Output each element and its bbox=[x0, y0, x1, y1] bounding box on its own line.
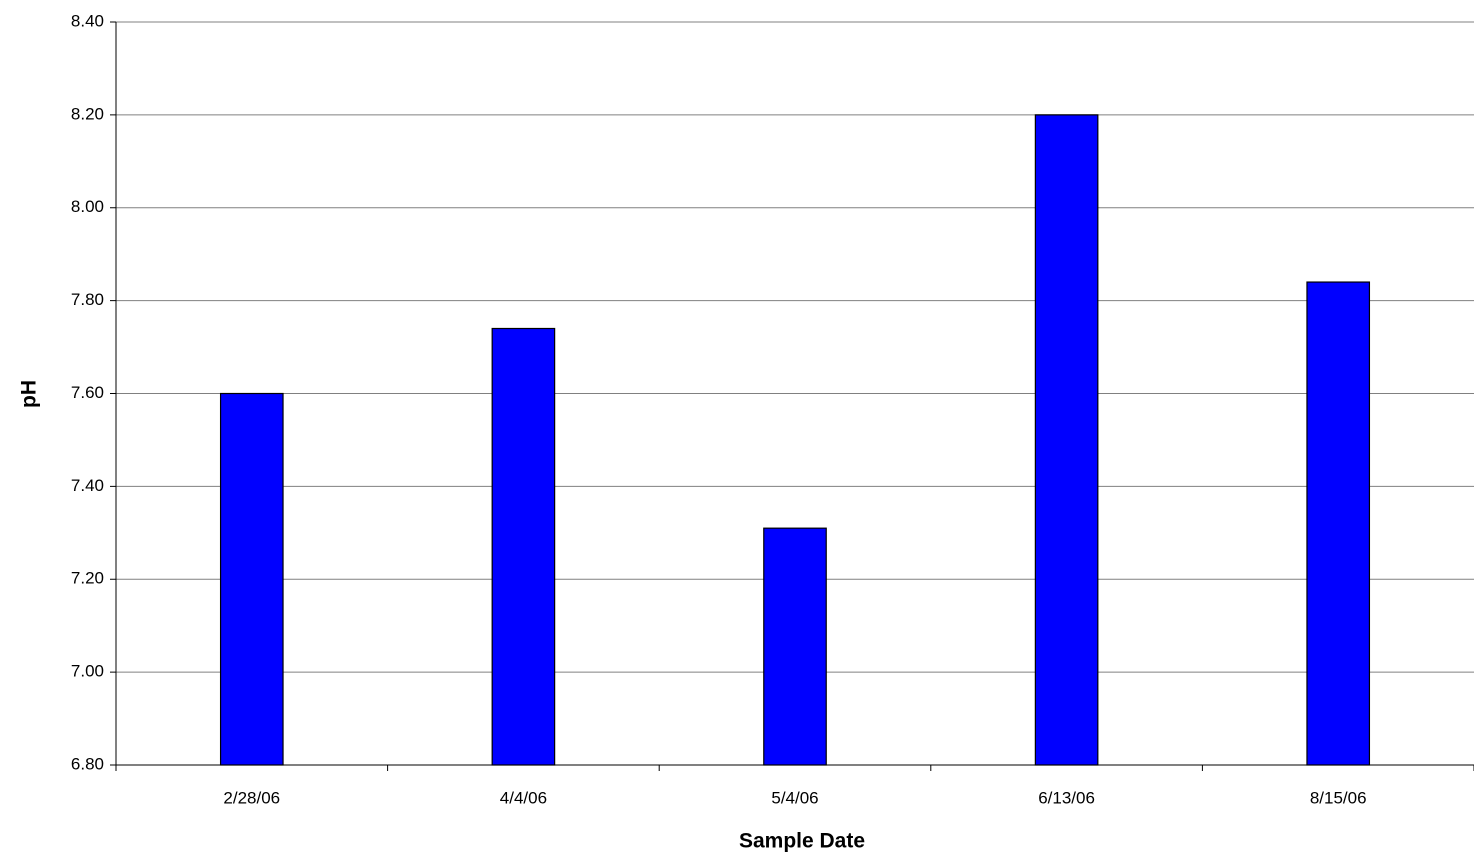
y-tick-label: 6.80 bbox=[71, 754, 104, 773]
y-tick-label: 7.80 bbox=[71, 290, 104, 309]
bar bbox=[219, 392, 284, 766]
x-axis-title: Sample Date bbox=[739, 830, 865, 853]
y-tick-label: 8.20 bbox=[71, 104, 104, 123]
y-tick-label: 8.00 bbox=[71, 197, 104, 216]
y-tick-label: 7.00 bbox=[71, 662, 104, 681]
y-tick-label: 7.20 bbox=[71, 569, 104, 588]
bar bbox=[1034, 114, 1099, 766]
y-tick-label: 8.40 bbox=[71, 11, 104, 30]
x-tick-label: 6/13/06 bbox=[1038, 788, 1095, 807]
y-tick-label: 7.40 bbox=[71, 476, 104, 495]
bar bbox=[1306, 281, 1371, 766]
x-tick-label: 2/28/06 bbox=[223, 788, 280, 807]
y-axis-title: pH bbox=[18, 380, 41, 408]
bar bbox=[491, 327, 556, 766]
x-tick-label: 4/4/06 bbox=[500, 788, 547, 807]
x-tick-label: 8/15/06 bbox=[1310, 788, 1367, 807]
y-tick-label: 7.60 bbox=[71, 383, 104, 402]
bar bbox=[763, 527, 827, 766]
x-tick-label: 5/4/06 bbox=[771, 788, 818, 807]
